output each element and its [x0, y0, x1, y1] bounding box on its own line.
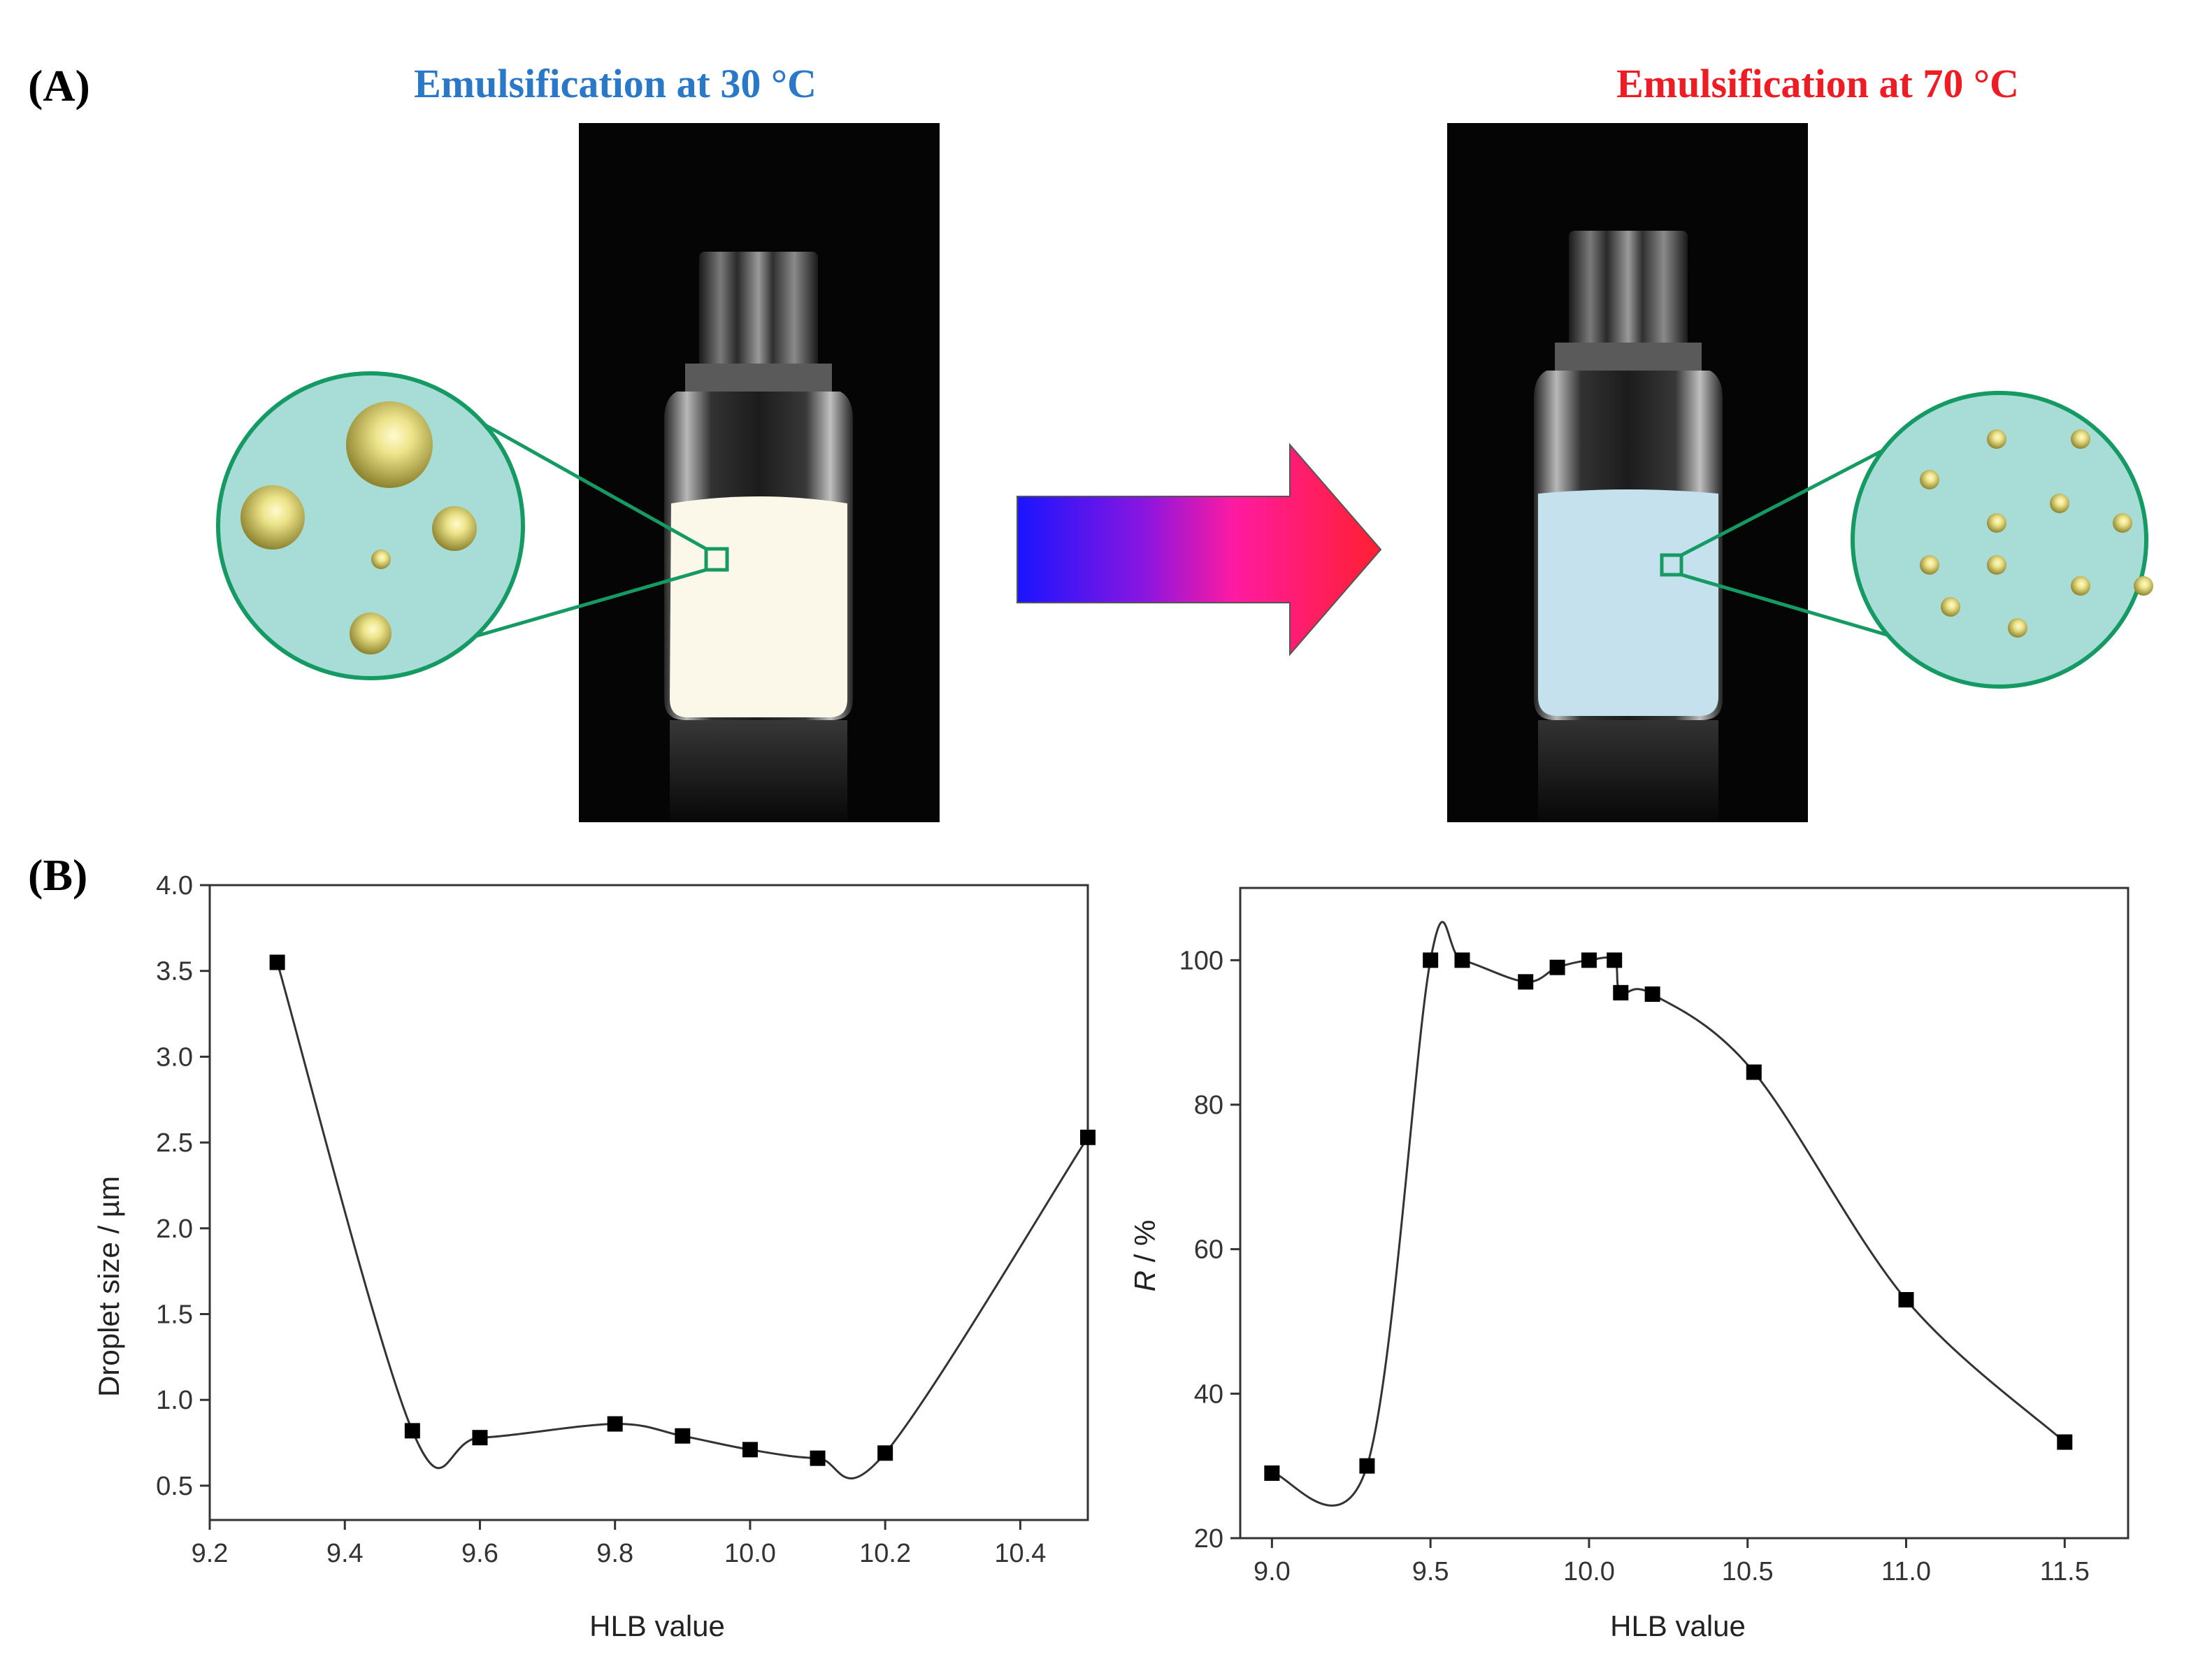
- panel-b-label: (B): [28, 850, 88, 900]
- chart1-data-point: [607, 1416, 623, 1432]
- r-percent-fit-curve: [1272, 921, 2066, 1507]
- chart2-data-point: [1607, 952, 1623, 968]
- chart2-ytick-label: 60: [1194, 1235, 1223, 1265]
- droplet-size-chart: 9.2 9.4 9.6 9.8 10.0 10.2 10.4 0.5 1.0 1.5 2.0 2.5 3…: [92, 871, 1096, 1642]
- right-magnifier-small-droplets: [1680, 391, 2153, 689]
- chart2-data-point: [1746, 1064, 1762, 1080]
- chart2-xtick-label: 11.0: [1881, 1557, 1931, 1586]
- chart2-ylabel-rest: / %: [1128, 1220, 1161, 1270]
- chart2-data-point: [1644, 986, 1660, 1002]
- chart1-data-point: [269, 954, 285, 970]
- chart2-xlabel: HLB value: [1610, 1609, 1746, 1642]
- chart2-data-point: [1359, 1458, 1375, 1474]
- chart1-xtick-label: 10.0: [724, 1539, 776, 1568]
- chart1-xtick-label: 10.2: [859, 1539, 911, 1568]
- right-vial-photo: [1447, 123, 1808, 822]
- chart2-data-point: [1581, 952, 1597, 968]
- chart1-xtick-label: 9.8: [596, 1539, 633, 1568]
- left-magnifier-large-droplets: [216, 371, 708, 680]
- chart2-ylabel: R / %: [1128, 1220, 1161, 1292]
- chart2-ytick-label: 40: [1194, 1379, 1223, 1409]
- chart2-data-point: [1454, 952, 1470, 968]
- chart1-data-point: [675, 1428, 691, 1444]
- chart1-xlabel: HLB value: [589, 1609, 725, 1642]
- heating-arrow: [1017, 443, 1382, 657]
- chart1-data-point: [877, 1445, 893, 1461]
- chart2-ytick-label: 100: [1179, 946, 1223, 975]
- chart2-data-point: [1518, 974, 1534, 990]
- chart2-data-point: [1264, 1465, 1280, 1481]
- chart1-ytick-label: 4.0: [156, 871, 193, 901]
- left-vial-photo: [579, 123, 940, 822]
- chart2-plot-frame: [1239, 887, 2130, 1540]
- panel-a-label: (A): [28, 61, 90, 110]
- chart1-ytick-label: 2.5: [156, 1128, 193, 1158]
- chart1-ytick-label: 3.5: [156, 957, 193, 987]
- chart2-xtick-label: 11.5: [2040, 1557, 2090, 1586]
- chart1-ytick-label: 1.5: [156, 1300, 193, 1330]
- chart1-ytick-label: 0.5: [156, 1472, 193, 1501]
- chart1-plot-frame: [208, 884, 1089, 1521]
- chart1-xtick-label: 9.4: [326, 1539, 364, 1568]
- emulsion-illustration: [216, 123, 2153, 822]
- chart2-ytick-label: 20: [1194, 1524, 1223, 1554]
- chart2-xtick-label: 9.0: [1254, 1557, 1291, 1586]
- chart2-xtick-label: 10.5: [1722, 1557, 1774, 1586]
- chart2-ytick-label: 80: [1194, 1091, 1223, 1120]
- chart2-data-point: [1898, 1292, 1914, 1307]
- chart2-data-point: [1423, 952, 1439, 968]
- chart1-data-point: [404, 1423, 420, 1439]
- chart1-data-point: [1080, 1129, 1096, 1145]
- chart2-xtick-label: 10.0: [1563, 1557, 1615, 1586]
- chart1-ytick-label: 3.0: [156, 1042, 193, 1072]
- chart1-xtick-label: 9.6: [461, 1539, 498, 1568]
- chart2-ylabel-italic: R: [1128, 1270, 1161, 1291]
- chart1-data-point: [472, 1430, 488, 1446]
- chart2-data-point: [1613, 984, 1629, 1001]
- left-condition-title: Emulsification at 30 °C: [414, 61, 817, 106]
- chart2-data-point: [2057, 1434, 2073, 1450]
- chart1-ylabel: Droplet size / µm: [92, 1176, 125, 1397]
- chart2-xtick-label: 9.5: [1412, 1557, 1449, 1586]
- r-percent-chart: 9.0 9.5 10.0 10.5 11.0 11.5 20 40 60 80 100 HLB va…: [1128, 887, 2130, 1642]
- chart1-data-point: [810, 1450, 826, 1466]
- chart2-data-point: [1549, 959, 1565, 975]
- chart1-ytick-label: 1.0: [156, 1386, 193, 1415]
- chart1-xtick-label: 9.2: [192, 1539, 229, 1568]
- chart1-xtick-label: 10.4: [994, 1539, 1046, 1568]
- droplet-size-fit-curve: [276, 961, 1089, 1479]
- chart1-data-point: [742, 1442, 758, 1458]
- right-condition-title: Emulsification at 70 °C: [1616, 61, 2019, 106]
- chart1-ytick-label: 2.0: [156, 1214, 193, 1244]
